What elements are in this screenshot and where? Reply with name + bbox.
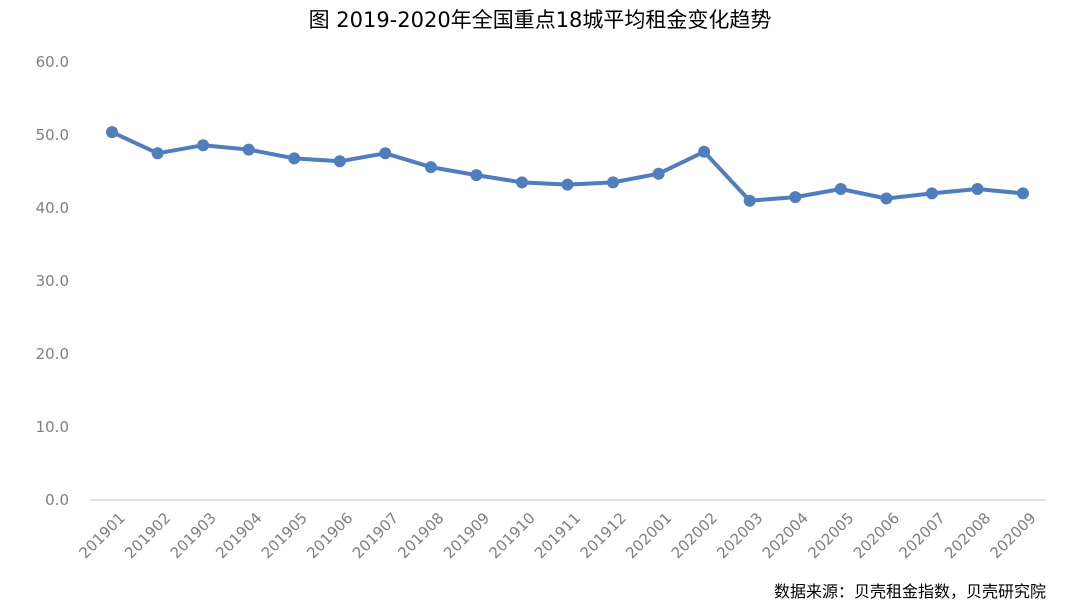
data-point-202008 [971,183,984,195]
data-point-202003 [743,194,756,207]
x-tick-label: 201907 [349,509,402,562]
data-points [106,126,1029,207]
chart-title: 图 2019-2020年全国重点18城平均租金变化趋势 [308,8,772,32]
data-point-201901 [106,126,118,139]
data-point-201907 [379,147,392,160]
x-tick-label: 202003 [713,509,766,562]
x-tick-label: 201909 [440,509,493,562]
data-point-202005 [834,183,847,195]
y-tick-label: 50.0 [36,126,69,144]
x-tick-label: 202004 [759,509,812,562]
y-axis: 0.0 10.0 20.0 30.0 40.0 50.0 60.0 [36,53,69,509]
x-axis: 2019012019022019032019042019052019062019… [76,509,1040,562]
y-tick-label: 10.0 [36,418,69,436]
data-point-201906 [333,155,346,168]
x-tick-label: 202002 [668,509,721,562]
y-tick-label: 0.0 [45,491,69,509]
data-point-201910 [516,176,528,189]
data-point-202007 [925,187,938,200]
x-tick-label: 202001 [622,509,675,562]
x-tick-label: 201903 [167,509,220,562]
x-tick-label: 201912 [577,509,630,562]
data-point-202002 [698,145,711,158]
y-tick-label: 20.0 [36,345,69,363]
x-tick-label: 201901 [76,509,129,562]
data-point-202001 [652,167,665,180]
x-tick-label: 201910 [485,509,538,562]
x-tick-label: 202009 [987,509,1040,562]
x-tick-label: 201908 [394,509,447,562]
data-point-201904 [242,143,255,156]
y-tick-label: 30.0 [36,272,69,290]
data-point-201902 [151,147,164,160]
x-tick-label: 201904 [212,509,265,562]
y-tick-label: 40.0 [36,199,69,217]
data-point-201912 [607,176,619,189]
data-point-201905 [288,152,301,165]
y-tick-label: 60.0 [36,53,69,71]
data-point-202006 [880,192,893,205]
x-tick-label: 201906 [303,509,356,562]
data-point-202009 [1017,187,1029,200]
x-tick-label: 202007 [895,509,948,562]
x-tick-label: 202006 [850,509,903,562]
source-note: 数据来源：贝壳租金指数，贝壳研究院 [773,582,1046,601]
data-point-201908 [424,161,437,174]
x-tick-label: 201902 [121,509,174,562]
data-point-201903 [197,139,210,152]
data-point-201909 [470,169,483,182]
x-tick-label: 201905 [258,509,311,562]
data-point-202004 [789,191,802,204]
x-tick-label: 202008 [941,509,994,562]
data-point-201911 [561,178,574,191]
x-tick-label: 201911 [531,509,584,562]
x-tick-label: 202005 [804,509,857,562]
